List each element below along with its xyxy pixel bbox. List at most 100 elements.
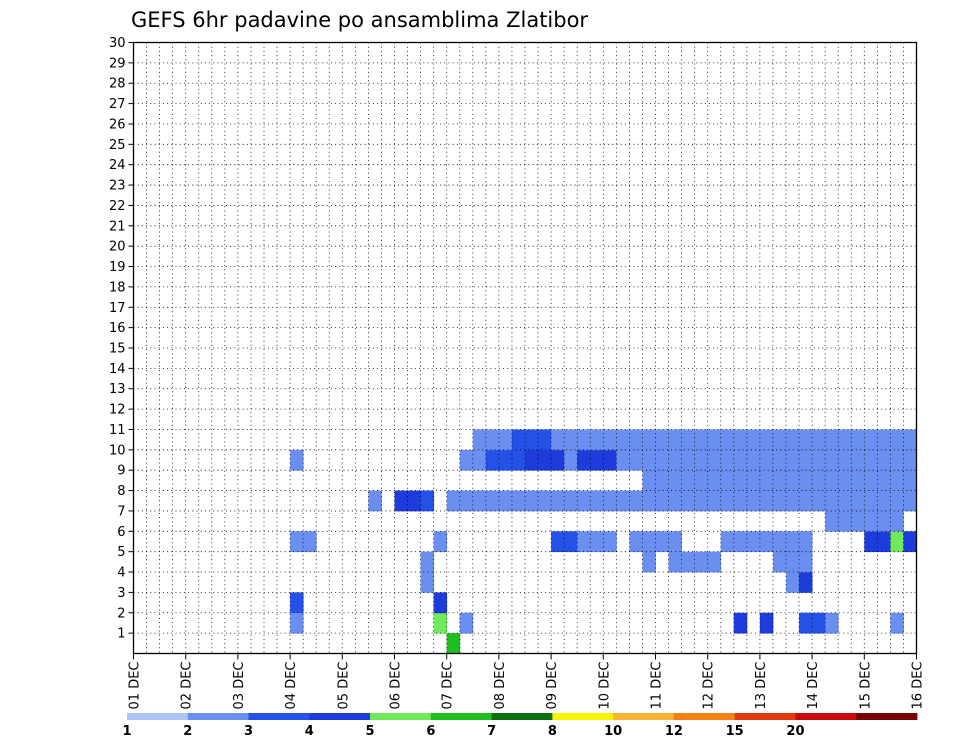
heatmap-cell: [838, 470, 852, 491]
y-tick-label: 20: [109, 240, 126, 255]
heatmap-cell: [720, 531, 735, 553]
heatmap-cell: [759, 612, 774, 634]
colorbar-segment: [187, 713, 249, 720]
heatmap-cell: [812, 429, 826, 451]
heatmap-cell: [655, 449, 669, 471]
heatmap-cell: [564, 449, 578, 471]
colorbar-segment: [734, 713, 796, 720]
heatmap-cell: [485, 449, 500, 471]
heatmap-cell: [538, 490, 552, 512]
heatmap-cell: [642, 490, 656, 512]
x-tick-label: 02 DEC: [180, 662, 195, 710]
heatmap-cell: [746, 490, 761, 512]
heatmap-cell: [420, 572, 435, 593]
heatmap-cell: [498, 490, 513, 512]
heatmap-cell: [707, 429, 722, 451]
heatmap-cell: [812, 490, 826, 512]
heatmap-cell: [472, 490, 487, 512]
y-tick-label: 22: [109, 199, 126, 214]
heatmap-cell: [446, 633, 461, 654]
colorbar-label: 15: [726, 724, 744, 739]
y-tick-label: 13: [109, 382, 126, 397]
heatmap-cell: [707, 551, 722, 573]
heatmap-cell: [720, 449, 735, 471]
heatmap-cell: [759, 429, 774, 451]
heatmap-cell: [799, 490, 813, 512]
heatmap-cell: [838, 490, 852, 512]
heatmap-cell: [799, 531, 813, 553]
colorbar-label: 8: [548, 724, 557, 739]
heatmap-cell: [799, 612, 813, 634]
y-tick-label: 15: [109, 342, 126, 357]
heatmap-cell: [511, 449, 526, 471]
heatmap-cell: [511, 429, 526, 451]
heatmap-cell: [668, 490, 682, 512]
heatmap-cell: [629, 429, 643, 451]
heatmap-cell: [420, 490, 435, 512]
heatmap-cell: [433, 612, 448, 634]
heatmap-cell: [825, 449, 839, 471]
y-tick-label: 1: [117, 627, 125, 642]
heatmap-cell: [759, 531, 774, 553]
heatmap-cell: [720, 429, 735, 451]
colorbar-segment: [673, 713, 736, 720]
heatmap-cell: [877, 449, 891, 471]
heatmap-cell: [890, 470, 904, 491]
heatmap-cell: [564, 429, 578, 451]
heatmap-cell: [746, 470, 761, 491]
colorbar-segment: [491, 713, 553, 720]
heatmap-cell: [694, 429, 709, 451]
y-tick-label: 18: [109, 280, 126, 295]
heatmap-cell: [577, 449, 591, 471]
heatmap-cell: [733, 531, 748, 553]
heatmap-cell: [877, 531, 891, 553]
heatmap-cell: [707, 490, 722, 512]
colorbar-label: 6: [426, 724, 435, 739]
y-tick-label: 21: [109, 219, 126, 234]
colorbar-segment: [552, 713, 614, 720]
heatmap-cell: [890, 531, 904, 553]
heatmap-cell: [851, 429, 865, 451]
heatmap-cell: [903, 490, 917, 512]
heatmap-cell: [629, 490, 643, 512]
heatmap-cell: [903, 531, 917, 553]
heatmap-cell: [655, 429, 669, 451]
heatmap-cell: [668, 531, 682, 553]
colorbar-segment: [430, 713, 493, 720]
heatmap-cell: [799, 449, 813, 471]
heatmap-cells: [290, 429, 917, 654]
heatmap-cell: [877, 510, 891, 532]
x-tick-label: 03 DEC: [232, 662, 247, 710]
heatmap-cell: [629, 531, 643, 553]
chart-title: GEFS 6hr padavine po ansamblima Zlatibor: [131, 8, 588, 32]
heatmap-cell: [681, 490, 696, 512]
heatmap-cell: [472, 429, 487, 451]
heatmap-cell: [786, 531, 800, 553]
x-tick-label: 10 DEC: [597, 662, 612, 710]
colorbar-segment: [127, 713, 189, 720]
colorbar-segment: [370, 713, 432, 720]
heatmap-cell: [459, 449, 474, 471]
heatmap-cell: [681, 429, 696, 451]
heatmap-cell: [368, 490, 382, 512]
heatmap-cell: [733, 449, 748, 471]
heatmap-cell: [577, 490, 591, 512]
heatmap-cell: [903, 470, 917, 491]
heatmap-cell: [603, 429, 617, 451]
heatmap-cell: [877, 490, 891, 512]
heatmap-cell: [812, 449, 826, 471]
y-tick-label: 23: [109, 179, 126, 194]
heatmap-cell: [590, 531, 604, 553]
heatmap-cell: [472, 449, 487, 471]
heatmap-cell: [825, 612, 839, 634]
heatmap-cell: [564, 490, 578, 512]
y-tick-label: 3: [117, 586, 125, 601]
x-tick-label: 15 DEC: [858, 662, 873, 710]
heatmap-cell: [551, 449, 565, 471]
heatmap-cell: [551, 490, 565, 512]
x-tick-label: 05 DEC: [336, 662, 351, 710]
heatmap-cell: [590, 429, 604, 451]
heatmap-cell: [459, 612, 474, 634]
colorbar-label: 10: [604, 724, 622, 739]
heatmap-cell: [707, 470, 722, 491]
